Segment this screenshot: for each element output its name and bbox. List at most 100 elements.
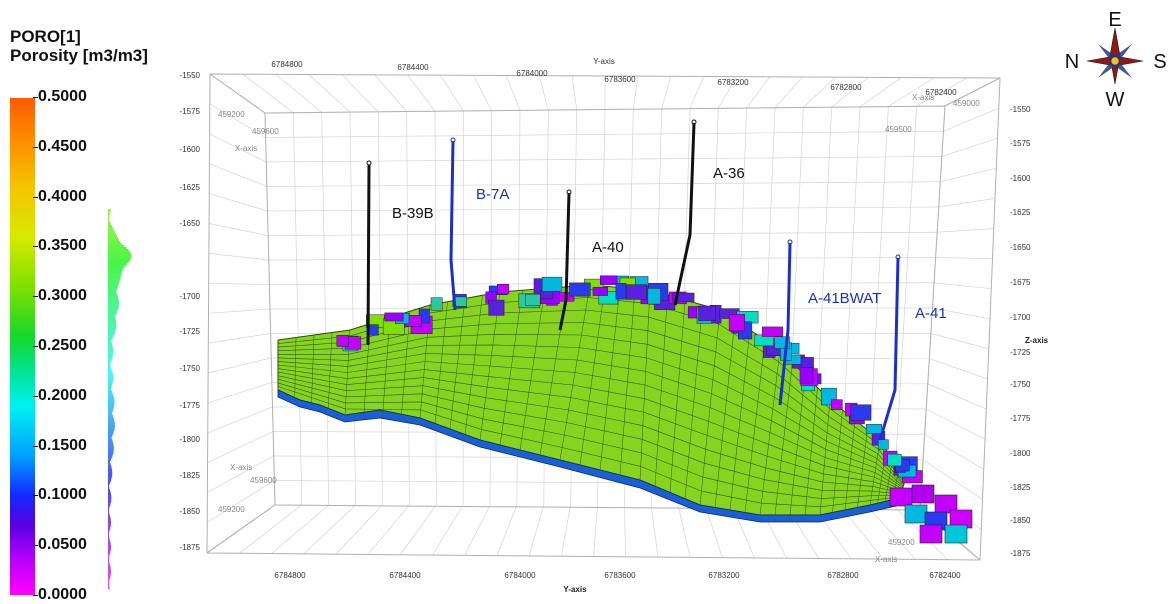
well-label: B-7A	[476, 186, 509, 203]
compass-east: E	[1108, 9, 1121, 31]
grid-cell	[912, 485, 934, 503]
z-tick-right: -1600	[1010, 174, 1031, 183]
z-tick-right: -1800	[1010, 449, 1031, 458]
y-tick-top: 6784800	[271, 60, 303, 69]
compass-north: N	[1065, 51, 1079, 73]
grid-cell	[890, 488, 912, 506]
z-tick-left: -1800	[180, 435, 201, 444]
z-tick-left: -1875	[180, 543, 201, 552]
z-tick-right: -1750	[1010, 380, 1031, 389]
grid-cell	[800, 368, 813, 384]
well-a-41[interactable]	[880, 258, 898, 440]
grid-cell	[851, 405, 871, 421]
y-tick-bottom: 6784800	[274, 571, 306, 580]
compass-west: W	[1106, 89, 1125, 106]
z-tick-left: -1775	[180, 401, 201, 410]
grid-cell	[699, 306, 716, 321]
grid-cell	[525, 294, 540, 305]
grid-cell	[648, 288, 661, 304]
grid-cell	[431, 298, 442, 311]
z-tick-left: -1625	[180, 183, 201, 192]
x-tick-left-top: 459600	[252, 127, 279, 136]
well-a-36[interactable]	[675, 123, 694, 305]
z-tick-right: -1625	[1010, 208, 1031, 217]
compass-rose-icon: E N S W	[1060, 6, 1170, 106]
well-label: B-39B	[392, 205, 434, 222]
z-tick-right: -1775	[1010, 414, 1031, 423]
grid-cell	[878, 440, 888, 450]
x-axis-title-left-top: X-axis	[235, 144, 257, 153]
x-axis-title-right-top: X-axis	[912, 93, 934, 102]
well-label: A-40	[592, 239, 624, 256]
grid-cell	[866, 424, 882, 433]
z-tick-left: -1850	[180, 507, 201, 516]
grid-cell	[542, 277, 562, 291]
z-tick-left: -1600	[180, 145, 201, 154]
grid-cell	[831, 400, 842, 410]
y-tick-top: 6784400	[397, 63, 429, 72]
grid-cell	[540, 290, 553, 299]
well-label: A-41	[915, 305, 947, 322]
z-tick-right: -1675	[1010, 278, 1031, 287]
well-b-39b[interactable]	[368, 165, 369, 345]
z-tick-left: -1750	[180, 364, 201, 373]
z-tick-right: -1825	[1010, 483, 1031, 492]
reservoir-grid	[278, 276, 972, 543]
grid-cell	[569, 283, 590, 296]
z-tick-right: -1700	[1010, 313, 1031, 322]
grid-cell	[729, 314, 745, 331]
z-tick-left: -1700	[180, 292, 201, 301]
y-tick-bottom: 6784000	[504, 571, 536, 580]
z-tick-right: -1550	[1010, 105, 1031, 114]
y-tick-bottom: 6783200	[708, 571, 740, 580]
y-axis-title-top: Y-axis	[593, 57, 615, 66]
grid-cell	[920, 525, 942, 543]
x-tick-right-top: 459500	[885, 125, 912, 134]
grid-cell	[337, 335, 349, 346]
grid-cell	[762, 327, 782, 337]
x-tick-left-bottom: 459600	[250, 476, 277, 485]
grid-cell	[497, 284, 509, 294]
z-tick-right: -1575	[1010, 139, 1031, 148]
grid-cell	[626, 285, 647, 300]
z-tick-right: -1650	[1010, 243, 1031, 252]
z-tick-left: -1825	[180, 471, 201, 480]
well-label: A-36	[713, 165, 745, 182]
grid-cell	[489, 300, 504, 315]
grid-cell	[616, 283, 626, 299]
grid-cell	[600, 276, 617, 285]
z-tick-left: -1725	[180, 327, 201, 336]
x-tick-right-bottom: 459200	[888, 538, 915, 547]
y-tick-bottom: 6782400	[929, 571, 961, 580]
x-tick-left-bottom: 459200	[218, 505, 245, 514]
porosity-histogram	[108, 210, 131, 588]
y-tick-top: 6784000	[516, 69, 548, 78]
x-tick-right-top: 459000	[953, 99, 980, 108]
y-axis-title-bottom: Y-axis	[563, 585, 587, 594]
grid-cell	[945, 525, 967, 543]
y-tick-top: 6783200	[717, 78, 749, 87]
well-label: A-41BWAT	[808, 290, 881, 307]
z-tick-left: -1650	[180, 219, 201, 228]
z-axis-title: Z-axis	[1025, 336, 1049, 345]
y-tick-bottom: 6783600	[604, 571, 636, 580]
z-tick-right: -1875	[1010, 549, 1031, 558]
y-tick-bottom: 6782800	[827, 571, 859, 580]
z-tick-right: -1725	[1010, 348, 1031, 357]
x-axis-title-left-bottom: X-axis	[230, 463, 252, 472]
y-tick-bottom: 6784400	[389, 571, 421, 580]
z-tick-left: -1575	[180, 107, 201, 116]
grid-cell	[905, 505, 927, 523]
x-tick-left-top: 459200	[218, 110, 245, 119]
grid-cell	[888, 454, 902, 466]
grid-cell	[385, 313, 403, 321]
well-b-7a[interactable]	[451, 141, 455, 310]
compass-south: S	[1153, 51, 1166, 73]
y-tick-top: 6783600	[604, 75, 636, 84]
z-tick-right: -1850	[1010, 516, 1031, 525]
y-tick-top: 6782800	[830, 83, 862, 92]
z-tick-left: -1550	[180, 71, 201, 80]
x-axis-title-right-bottom: X-axis	[875, 555, 897, 564]
grid-cell	[593, 287, 608, 295]
